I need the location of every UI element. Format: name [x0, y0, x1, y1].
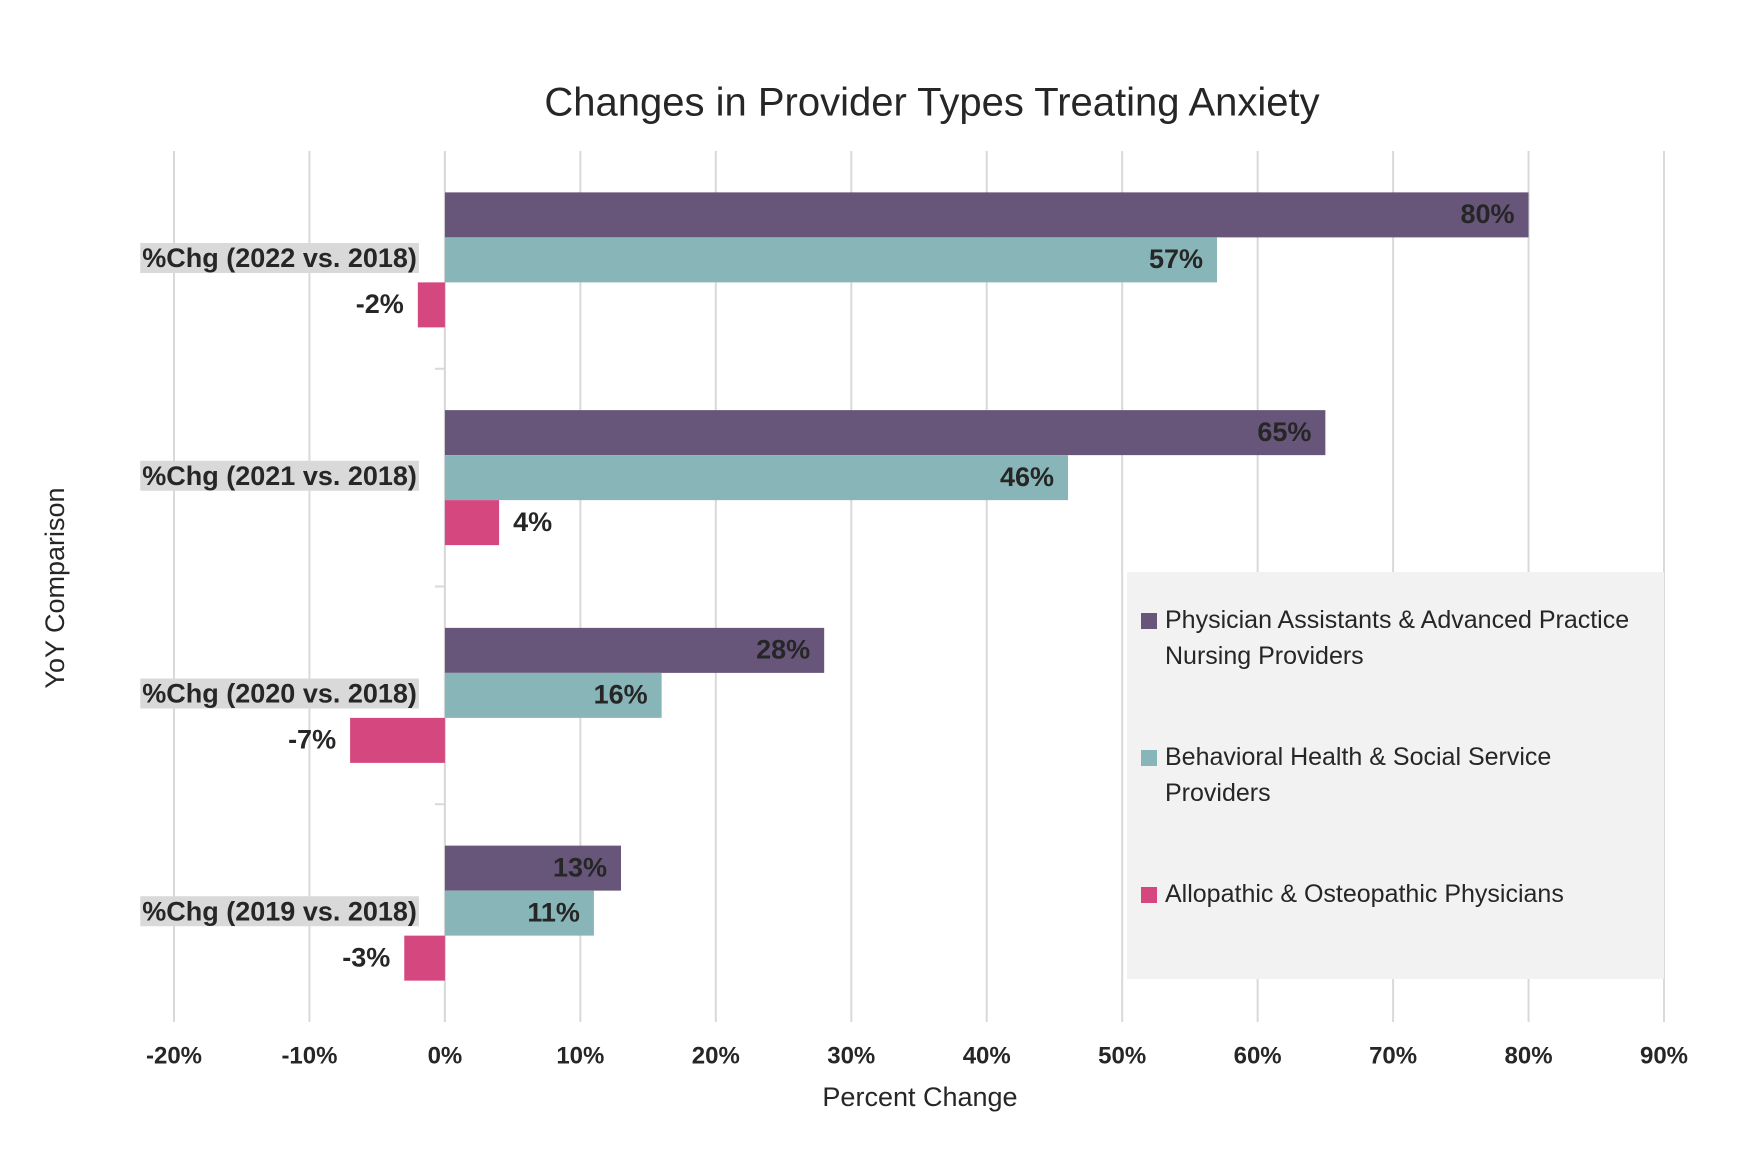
bar — [444, 672, 662, 718]
bar — [444, 845, 621, 891]
x-tick-label: 70% — [1369, 1042, 1417, 1069]
bar — [404, 935, 445, 981]
x-axis-title: Percent Change — [822, 1082, 1017, 1112]
legend-label-line: Providers — [1165, 779, 1271, 807]
category-label-bg — [140, 678, 419, 709]
bar — [350, 717, 445, 763]
value-label: 11% — [527, 897, 580, 927]
x-tick-label: 30% — [827, 1042, 875, 1069]
value-label: 80% — [1460, 199, 1514, 229]
legend-swatch — [1141, 750, 1157, 766]
value-label: 13% — [553, 852, 607, 882]
value-label: 16% — [594, 680, 648, 710]
y-tick-label: %Chg (2020 vs. 2018) — [142, 679, 417, 709]
y-tick-label: %Chg (2022 vs. 2018) — [142, 243, 417, 273]
x-tick-label: 90% — [1640, 1042, 1688, 1069]
value-label: -7% — [288, 725, 336, 755]
x-tick-label: 10% — [556, 1042, 604, 1069]
x-tick-label: 0% — [428, 1042, 463, 1069]
bar — [444, 455, 1069, 501]
y-tick-label: %Chg (2019 vs. 2018) — [142, 896, 417, 926]
x-tick-label: 60% — [1234, 1042, 1282, 1069]
bar — [444, 890, 594, 936]
legend-swatch — [1141, 613, 1157, 629]
y-axis-title: YoY Comparison — [40, 487, 70, 688]
legend: Physician Assistants & Advanced Practice… — [1127, 572, 1664, 979]
x-tick-label: -20% — [146, 1042, 202, 1069]
legend-swatch — [1141, 887, 1157, 903]
legend-label-line: Behavioral Health & Social Service — [1165, 743, 1551, 771]
bar — [444, 627, 825, 673]
category-label-bg — [140, 460, 419, 491]
x-tick-label: -10% — [281, 1042, 337, 1069]
legend-label-line: Allopathic & Osteopathic Physicians — [1165, 880, 1564, 908]
category-label-bg — [140, 243, 419, 273]
value-label: 65% — [1257, 417, 1311, 447]
x-tick-label: 20% — [692, 1042, 740, 1069]
category-label-bg — [140, 896, 419, 927]
bar — [417, 282, 445, 328]
y-tick-label: %Chg (2021 vs. 2018) — [142, 461, 417, 491]
legend-label: Physician Assistants & Advanced Practice… — [1165, 606, 1629, 670]
value-label: 46% — [1000, 462, 1054, 492]
legend-label-line: Physician Assistants & Advanced Practice — [1165, 606, 1629, 634]
legend-label: Behavioral Health & Social Service Provid… — [1165, 743, 1551, 807]
value-label: -3% — [342, 942, 390, 972]
bar — [444, 192, 1529, 238]
bar — [444, 410, 1326, 456]
value-label: 28% — [756, 635, 810, 665]
legend-label-line: Nursing Providers — [1165, 642, 1364, 670]
value-label: 4% — [513, 507, 552, 537]
chart-title: Changes in Provider Types Treating Anxie… — [544, 81, 1319, 125]
value-label: 57% — [1149, 244, 1203, 274]
x-tick-label: 80% — [1505, 1042, 1553, 1069]
bar — [444, 500, 500, 546]
legend-label: Allopathic & Osteopathic Physicians — [1165, 880, 1564, 908]
x-tick-label: 50% — [1098, 1042, 1146, 1069]
bar — [444, 237, 1218, 283]
value-label: -2% — [356, 289, 404, 319]
x-tick-label: 40% — [963, 1042, 1011, 1069]
legend-box — [1127, 572, 1664, 979]
